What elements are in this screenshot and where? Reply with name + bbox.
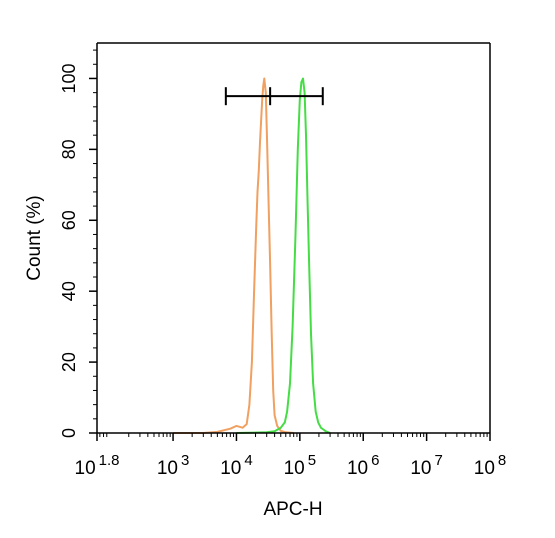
series-line-2 [236,77,331,434]
y-tick-label: 40 [59,281,79,301]
y-tick-label: 100 [59,63,79,93]
y-tick-group: 0 20 40 60 80 100 [59,49,97,438]
series-layer [173,77,331,434]
y-tick-label: 0 [59,428,79,438]
series-line-1 [173,77,294,434]
y-tick-label: 20 [59,352,79,372]
x-tick-label: 10 5 [284,452,317,479]
x-tick-label: 10 7 [410,452,443,479]
gate-layer [224,87,324,106]
x-axis-title: APC-H [263,499,322,520]
x-tick-label: 10 4 [220,452,253,479]
y-axis-title: Count (%) [24,195,45,281]
y-tick-label: 80 [59,139,79,159]
x-tick-label: 10 8 [474,452,507,479]
x-tick-label: 10 6 [347,452,380,479]
x-tick-label: 10 3 [157,452,190,479]
x-tick-label: 10 1.8 [75,452,120,479]
x-tick-group: 10 1.8 10 3 10 4 10 5 10 6 10 7 10 8 [75,433,507,479]
y-tick-label: 60 [59,210,79,230]
